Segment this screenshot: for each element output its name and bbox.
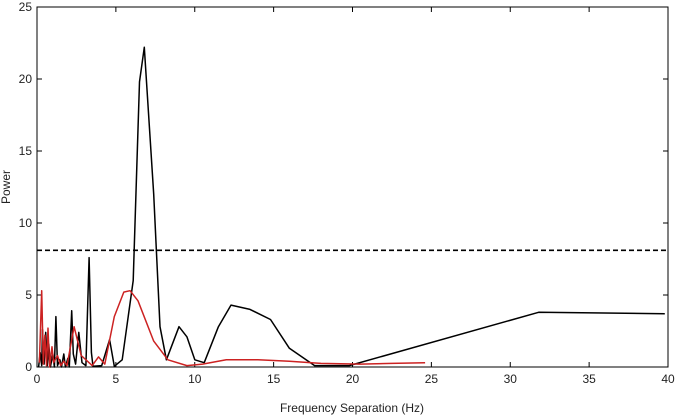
x-tick-label: 25 bbox=[425, 372, 439, 386]
series-line-black bbox=[37, 46, 665, 368]
series-lines bbox=[37, 46, 665, 368]
y-tick-label: 25 bbox=[19, 0, 33, 14]
y-tick-label: 15 bbox=[19, 144, 33, 158]
x-tick-label: 0 bbox=[34, 372, 41, 386]
x-axis-label: Frequency Separation (Hz) bbox=[280, 401, 424, 415]
x-tick-label: 30 bbox=[504, 372, 518, 386]
y-tick-label: 0 bbox=[25, 360, 32, 374]
x-tick-label: 15 bbox=[267, 372, 281, 386]
y-tick-label: 20 bbox=[19, 72, 33, 86]
y-axis-label: Power bbox=[0, 170, 13, 204]
x-tick-label: 35 bbox=[582, 372, 596, 386]
axis-ticks: 0 5 10 15 20 25 30 35 40 0 5 10 15 20 25 bbox=[19, 0, 675, 386]
y-tick-label: 5 bbox=[25, 288, 32, 302]
x-tick-label: 5 bbox=[113, 372, 120, 386]
series-line-red bbox=[38, 289, 426, 368]
x-tick-label: 20 bbox=[346, 372, 360, 386]
x-tick-label: 40 bbox=[661, 372, 675, 386]
y-tick-label: 10 bbox=[19, 216, 33, 230]
x-tick-label: 10 bbox=[188, 372, 202, 386]
